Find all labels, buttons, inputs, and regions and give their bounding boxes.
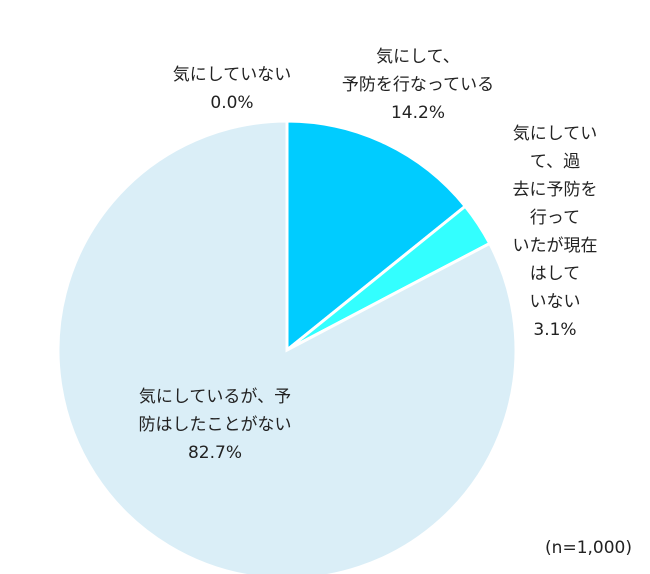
slice-label: 気にして、 予防を行なっている 14.2% xyxy=(342,43,494,127)
pie-slice xyxy=(56,119,518,574)
slice-label: 気にしていない 0.0% xyxy=(173,61,292,117)
slice-label: 気にしていて、過 去に予防を行って いたが現在はして いない 3.1% xyxy=(508,120,603,344)
category-label: 気にして、 予防を行なっている xyxy=(341,47,495,95)
category-label: 気にしていない xyxy=(172,65,292,85)
value-label: 3.1% xyxy=(533,320,577,340)
category-label: 気にしていて、過 去に予防を行って いたが現在はして いない xyxy=(512,124,598,312)
value-label: 0.0% xyxy=(210,93,254,113)
sample-note: (n=1,000) xyxy=(545,538,632,558)
slice-label: 気にしているが、予 防はしたことがない 82.7% xyxy=(139,383,292,467)
value-label: 82.7% xyxy=(187,443,242,463)
value-label: 14.2% xyxy=(390,103,445,123)
pie-slice xyxy=(285,119,468,354)
category-label: 気にしているが、予 防はしたことがない xyxy=(138,387,292,435)
